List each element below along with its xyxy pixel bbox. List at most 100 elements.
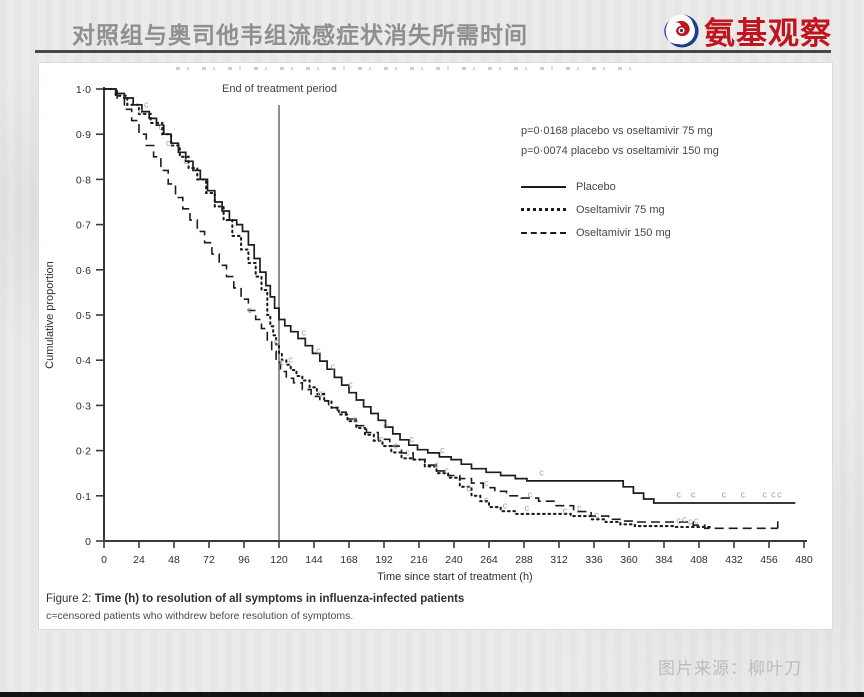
- figure-caption: Figure 2: Time (h) to resolution of all …: [46, 593, 464, 605]
- censor-mark: c: [444, 465, 449, 475]
- censor-mark: c: [353, 414, 358, 424]
- censor-mark: c: [688, 517, 693, 527]
- censor-mark: c: [682, 514, 687, 524]
- y-axis-label: Cumulative proportion: [44, 261, 56, 369]
- censor-mark: c: [676, 516, 681, 526]
- censor-mark: c: [539, 468, 544, 478]
- censor-mark: c: [348, 380, 353, 390]
- title-divider: [35, 50, 831, 53]
- figure-caption-note: c=censored patients who withdrew before …: [46, 610, 354, 622]
- legend-line-dotted: [521, 208, 566, 211]
- x-tick-label: 480: [795, 554, 813, 566]
- censor-mark: c: [159, 122, 164, 132]
- bottom-bar: [0, 692, 864, 697]
- legend-label-placebo: Placebo: [576, 180, 616, 193]
- legend-label-75mg: Oseltamivir 75 mg: [576, 203, 665, 216]
- figure-panel: 0 24 48 72 96 120 144 168 192 216 240 264 288 312 336 3…: [38, 62, 833, 630]
- censor-mark: c: [274, 337, 279, 347]
- y-tick-label: 1·0: [76, 84, 91, 96]
- x-tick-label: 168: [340, 554, 358, 566]
- censor-mark: c: [288, 355, 293, 365]
- censor-mark: c: [484, 495, 489, 505]
- x-tick-label: 336: [585, 554, 603, 566]
- brand-logo-icon: [664, 13, 699, 47]
- censor-mark: c: [440, 445, 445, 455]
- censor-mark: c: [484, 478, 489, 488]
- censor-mark: c: [434, 460, 439, 470]
- pvalue-75mg: p=0·0168 placebo vs oseltamivir 75 mg: [521, 125, 713, 137]
- censor-mark: c: [248, 305, 253, 315]
- censor-mark: c: [741, 489, 746, 499]
- legend-item-150mg: Oseltamivir 150 mg: [521, 221, 671, 244]
- censor-mark: c: [302, 328, 307, 338]
- x-tick-label: 360: [620, 554, 638, 566]
- x-tick-label: 72: [203, 554, 215, 566]
- censor-mark: c: [318, 389, 323, 399]
- censor-mark: c: [762, 489, 767, 499]
- x-tick-label: 312: [550, 554, 568, 566]
- censor-mark: c: [144, 99, 149, 109]
- y-tick-label: 0·2: [76, 446, 91, 458]
- x-tick-label: 192: [375, 554, 393, 566]
- x-tick-label: 288: [515, 554, 533, 566]
- figure-caption-title: Time (h) to resolution of all symptoms i…: [94, 593, 465, 605]
- censor-mark: c: [280, 357, 285, 367]
- y-tick-label: 0·8: [76, 174, 91, 186]
- end-of-treatment-label: End of treatment period: [222, 83, 337, 95]
- x-tick-label: 48: [168, 554, 180, 566]
- y-tick-label: 0·4: [76, 355, 91, 367]
- censor-mark: c: [393, 441, 398, 451]
- censor-mark: c: [321, 389, 326, 399]
- censor-mark: c: [694, 516, 699, 526]
- censor-mark: c: [577, 503, 582, 513]
- brand-logo-text: 氨基观察: [704, 16, 832, 51]
- y-tick-label: 0·3: [76, 400, 91, 412]
- x-tick-label: 96: [238, 554, 250, 566]
- y-tick-label: 0·9: [76, 129, 91, 141]
- legend-item-75mg: Oseltamivir 75 mg: [521, 198, 671, 221]
- legend-line-solid: [521, 185, 566, 188]
- y-tick-label: 0·7: [76, 220, 91, 232]
- pvalue-150mg: p=0·0074 placebo vs oseltamivir 150 mg: [521, 145, 719, 157]
- censor-mark: c: [379, 434, 384, 444]
- legend-item-placebo: Placebo: [521, 175, 671, 198]
- censor-mark: c: [383, 420, 388, 430]
- y-tick-label: 0·5: [76, 310, 91, 322]
- censor-mark: c: [777, 489, 782, 499]
- censor-mark: c: [183, 156, 188, 166]
- censor-mark: c: [722, 489, 727, 499]
- censor-mark: c: [166, 138, 171, 148]
- y-tick-label: 0·1: [76, 491, 91, 503]
- x-tick-label: 264: [480, 554, 498, 566]
- km-chart: 0 24 48 72 96 120 144 168 192 216 240 264 288 312 336 3…: [44, 84, 813, 583]
- censor-mark: c: [595, 510, 600, 520]
- censor-mark: c: [466, 484, 471, 494]
- x-tick-label: 456: [760, 554, 778, 566]
- censor-mark: c: [525, 503, 530, 513]
- figure-caption-prefix: Figure 2:: [46, 593, 95, 605]
- censor-mark: c: [138, 106, 143, 116]
- x-tick-label: 120: [270, 554, 288, 566]
- censor-mark: c: [316, 346, 321, 356]
- censor-mark: c: [528, 489, 533, 499]
- y-tick-label: 0: [85, 536, 91, 548]
- chart-legend: Placebo Oseltamivir 75 mg Oseltamivir 15…: [521, 175, 671, 244]
- x-tick-label: 432: [725, 554, 743, 566]
- censor-mark: c: [405, 447, 410, 457]
- x-tick-label: 384: [655, 554, 673, 566]
- censor-mark: c: [563, 506, 568, 516]
- y-tick-label: 0·6: [76, 265, 91, 277]
- brand-logo: 氨基观察: [664, 8, 832, 53]
- legend-label-150mg: Oseltamivir 150 mg: [576, 226, 671, 239]
- x-tick-label: 408: [690, 554, 708, 566]
- series-solid: [104, 88, 796, 504]
- cropped-text-artifact: [176, 67, 631, 70]
- censor-mark: c: [771, 489, 776, 499]
- censor-mark: c: [691, 489, 696, 499]
- censor-mark: c: [409, 434, 414, 444]
- censor-mark: c: [676, 489, 681, 499]
- x-tick-label: 240: [445, 554, 463, 566]
- x-axis-label: Time since start of treatment (h): [377, 571, 532, 583]
- x-tick-label: 24: [133, 554, 145, 566]
- x-tick-label: 144: [305, 554, 323, 566]
